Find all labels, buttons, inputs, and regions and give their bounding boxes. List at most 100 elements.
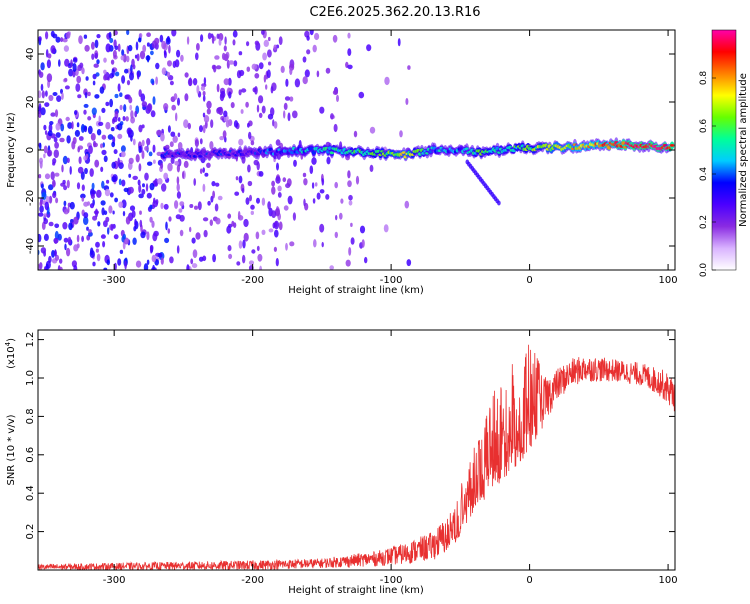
spectrogram-speckle <box>38 212 44 217</box>
spectrogram-speckle <box>110 127 115 132</box>
snr-scale-label: (x104) <box>4 338 17 369</box>
spectrogram-speckle <box>86 226 89 231</box>
spectrogram-speckle <box>155 199 159 205</box>
spectrogram-speckle <box>66 135 71 144</box>
spectrogram-speckle <box>177 97 180 106</box>
spectrogram-speckle <box>94 52 98 59</box>
spectrogram-speckle <box>88 231 93 237</box>
spectrogram-speckle <box>135 260 142 268</box>
spectrogram-speckle <box>237 215 244 221</box>
spectrogram-speckle <box>46 59 52 69</box>
spectrogram-speckle <box>163 50 167 59</box>
spectrogram-speckle <box>186 264 190 270</box>
spectrogram-speckle <box>54 141 59 149</box>
spectrogram-speckle <box>167 162 173 172</box>
spectrogram-speckle <box>345 259 351 267</box>
spectrogram-speckle <box>112 116 118 123</box>
spectrogram-speckle <box>118 178 122 186</box>
spectrogram-speckle <box>114 45 119 51</box>
spectrogram-speckle <box>128 96 133 104</box>
spectrogram-speckle <box>383 224 389 233</box>
spectrogram-speckle <box>94 159 100 168</box>
spectrogram-speckle <box>54 250 57 257</box>
spectrogram-speckle <box>39 142 42 150</box>
spectrogram-speckle <box>228 60 235 65</box>
spectrogram-speckle <box>105 101 110 107</box>
spectrogram-speckle <box>117 117 121 122</box>
spectrogram-speckle <box>204 172 209 177</box>
spectrogram-speckle <box>155 62 160 70</box>
spectrogram-speckle <box>146 138 151 146</box>
spectrogram-speckle <box>129 205 136 211</box>
spectrogram-speckle <box>64 85 70 90</box>
spectrogram-speckle <box>160 162 164 169</box>
colorbar: 0.0 0.2 0.4 0.6 0.8 Normalized spectral ampl… <box>699 29 749 277</box>
spectrogram-speckle <box>91 182 95 190</box>
spectrogram-speckle <box>289 241 295 247</box>
spectrogram-speckle <box>177 142 183 150</box>
snr-ytick-label: 0.2 <box>25 524 36 540</box>
spectrogram-speckle <box>311 182 315 189</box>
spectrogram-speckle <box>84 91 88 99</box>
spectrogram-speckle <box>130 135 133 142</box>
spectrogram-speckle <box>144 146 149 151</box>
spectrogram-speckle <box>223 45 227 52</box>
spectrogram-speckle <box>314 32 320 41</box>
spectrogram-speckle <box>268 36 271 42</box>
colorbar-tick-label: 0.6 <box>699 119 709 134</box>
spectrogram-speckle <box>140 231 146 239</box>
spectrogram-speckle <box>235 176 239 181</box>
spectrogram-speckle <box>138 193 144 199</box>
spectrogram-speckle <box>108 205 113 214</box>
spectrogram-speckle <box>79 62 84 69</box>
spectrogram-speckle <box>196 85 200 94</box>
snr-frame <box>37 329 676 571</box>
spectrogram-speckle <box>108 31 112 39</box>
spectrogram-speckle <box>75 83 81 92</box>
spectrogram-speckle <box>384 76 390 86</box>
spectrogram-speckle <box>65 116 70 122</box>
spectrogram-speckle <box>175 112 178 122</box>
spectrogram-speckle <box>150 110 156 118</box>
spectrogram-speckle <box>176 49 181 58</box>
spectrogram-speckle <box>67 122 73 129</box>
spectrogram-speckle <box>176 245 180 254</box>
spectrogram-speckle <box>223 54 229 61</box>
spectrogram-speckle <box>247 164 251 173</box>
spectrogram-speckle <box>348 194 353 201</box>
spectrogram-speckle <box>63 77 68 82</box>
spectrogram-speckle <box>129 104 133 111</box>
spectrogram-speckle <box>247 180 253 187</box>
spectrogram-speckle <box>90 190 97 195</box>
spectrogram-speckle <box>161 183 167 192</box>
spectrogram-speckle <box>170 131 176 137</box>
spectrogram-speckle <box>314 182 318 187</box>
spectrogram-speckle <box>60 37 64 43</box>
snr-xtick-label: -100 <box>380 575 403 586</box>
spectrogram-speckle <box>61 164 64 173</box>
spectrogram-speckle <box>175 214 182 220</box>
spectrogram-speckle <box>102 142 105 148</box>
spectrogram-speckle <box>258 112 263 118</box>
spectrogram-speckle <box>126 127 132 135</box>
spectrogram-speckle <box>273 44 277 51</box>
spectrogram-speckle <box>225 120 230 128</box>
spectrogram-speckle <box>364 256 368 264</box>
spectrogram-speckle <box>202 91 206 96</box>
spectrogram-speckle <box>43 153 46 159</box>
spectrogram-speckle <box>110 223 114 231</box>
spectrogram-speckle <box>268 61 272 66</box>
spectrogram-speckle <box>123 104 127 113</box>
spectrogram-speckle <box>144 172 149 181</box>
spectrogram-speckle <box>44 130 48 135</box>
spectrogram-speckle <box>152 232 158 242</box>
spectrogram-speckle <box>64 243 67 251</box>
spectrogram-speckle <box>306 49 311 55</box>
spectrogram-speckle <box>258 62 264 70</box>
spectrogram-speckle <box>66 179 70 189</box>
spectrogram-speckle <box>49 121 54 125</box>
spectrogram-speckle <box>348 200 353 206</box>
spectrogram-speckle <box>72 57 78 63</box>
spectrogram-speckle <box>191 263 198 269</box>
